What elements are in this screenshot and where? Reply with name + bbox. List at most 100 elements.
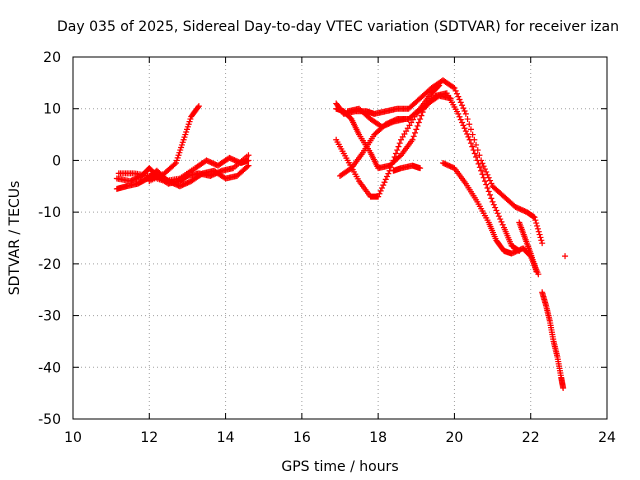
data-point xyxy=(488,195,495,202)
data-point xyxy=(409,136,416,143)
data-point xyxy=(459,102,466,109)
data-point xyxy=(536,231,543,238)
data-point xyxy=(461,108,468,115)
data-point xyxy=(390,157,397,164)
data-point xyxy=(484,185,491,192)
data-point xyxy=(487,191,494,198)
series-arc-10 xyxy=(390,162,424,174)
data-point xyxy=(466,136,473,143)
data-point xyxy=(534,222,541,229)
data-point xyxy=(457,99,464,106)
data-point xyxy=(489,198,496,205)
data-point xyxy=(492,204,499,211)
data-point xyxy=(447,95,454,102)
data-point xyxy=(389,160,396,167)
data-point xyxy=(413,126,420,133)
data-point xyxy=(493,207,500,214)
series-arc-6 xyxy=(333,90,523,254)
data-point xyxy=(465,133,472,140)
data-point xyxy=(467,126,474,133)
data-point xyxy=(539,240,546,247)
data-point xyxy=(470,147,477,154)
data-point xyxy=(415,119,422,126)
y-tick-label: -50 xyxy=(38,412,61,428)
data-point xyxy=(171,161,178,168)
data-point xyxy=(497,216,504,223)
data-point xyxy=(435,83,442,90)
axis-ticks xyxy=(72,56,608,420)
data-point xyxy=(195,103,202,110)
data-point xyxy=(457,116,464,123)
data-point xyxy=(480,163,487,170)
data-point xyxy=(455,110,462,117)
y-tick-label: -20 xyxy=(38,257,61,273)
data-point xyxy=(460,105,467,112)
data-point xyxy=(474,157,481,164)
data-marks xyxy=(113,77,569,391)
data-point xyxy=(484,171,491,178)
data-point xyxy=(488,180,495,187)
data-point xyxy=(461,125,468,132)
data-point xyxy=(494,210,501,217)
x-tick-label: 18 xyxy=(369,430,387,446)
data-point xyxy=(483,181,490,188)
data-point xyxy=(456,96,463,103)
data-point xyxy=(455,93,462,100)
grid xyxy=(73,57,607,419)
data-point xyxy=(414,122,421,129)
data-point xyxy=(487,177,494,184)
data-point xyxy=(485,188,492,195)
data-point xyxy=(533,268,540,275)
y-tick-label: -40 xyxy=(38,360,61,376)
data-point xyxy=(480,174,487,181)
data-point xyxy=(499,221,506,228)
data-point xyxy=(460,122,467,129)
data-point xyxy=(479,171,486,178)
x-tick-label: 14 xyxy=(217,430,235,446)
data-point xyxy=(459,119,466,126)
y-tick-label: 0 xyxy=(52,153,61,169)
data-point xyxy=(376,190,383,197)
data-point xyxy=(464,116,471,123)
data-point xyxy=(481,166,488,173)
plot-frame xyxy=(72,56,608,420)
data-point xyxy=(245,157,252,164)
data-point xyxy=(498,218,505,225)
series-arc-12 xyxy=(516,219,540,275)
series-arc-13 xyxy=(539,289,567,391)
y-tick-label: 20 xyxy=(43,50,61,66)
data-point xyxy=(538,237,545,244)
data-point xyxy=(382,176,389,183)
data-point xyxy=(244,163,251,170)
data-point xyxy=(387,164,394,171)
data-point xyxy=(467,140,474,147)
data-point xyxy=(450,84,457,91)
data-point xyxy=(462,110,469,117)
data-point xyxy=(394,147,401,154)
data-point xyxy=(453,90,460,97)
data-point xyxy=(478,167,485,174)
data-point xyxy=(537,234,544,241)
data-point xyxy=(462,128,469,135)
y-axis-label: SDTVAR / TECUs xyxy=(7,181,23,296)
data-point xyxy=(469,131,476,138)
data-point xyxy=(375,193,382,200)
x-tick-label: 22 xyxy=(522,430,540,446)
data-point xyxy=(535,228,542,235)
data-point xyxy=(475,160,482,167)
data-point xyxy=(495,213,502,220)
data-point xyxy=(483,168,490,175)
data-point xyxy=(481,178,488,185)
data-point xyxy=(490,201,497,208)
x-tick-labels: 10 12 14 16 18 20 22 24 xyxy=(64,430,616,446)
data-point xyxy=(417,116,424,123)
data-point xyxy=(471,150,478,157)
series-arc-7 xyxy=(333,92,454,200)
x-axis-label: GPS time / hours xyxy=(281,459,398,475)
data-point xyxy=(396,140,403,147)
data-point xyxy=(195,104,202,111)
x-tick-label: 20 xyxy=(446,430,464,446)
x-tick-label: 10 xyxy=(64,430,82,446)
data-point xyxy=(436,82,443,89)
